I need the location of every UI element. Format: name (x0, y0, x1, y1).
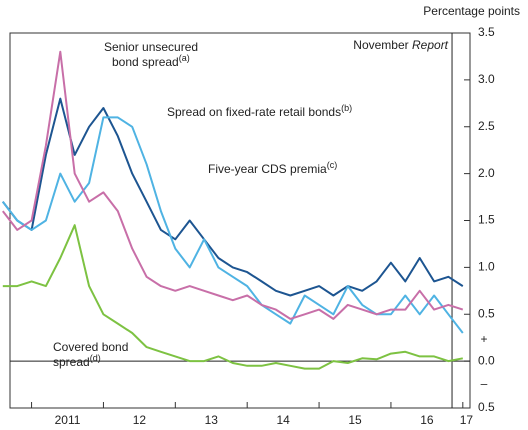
series-label: Five-year CDS premia(c) (208, 160, 337, 176)
y-tick-label: 2.0 (478, 166, 495, 180)
y-tick-label: 0.0 (478, 353, 495, 367)
y-tick-label: 3.0 (478, 72, 495, 86)
series-line (2, 116, 464, 334)
x-tick-label: 14 (276, 413, 290, 427)
sign-label: – (481, 377, 488, 391)
x-tick-label: 2011 (55, 413, 81, 427)
series-label-text: Covered bond (53, 340, 128, 354)
y-tick-label: 3.5 (478, 25, 495, 39)
report-label-text: November (353, 38, 408, 52)
series-label: Senior unsecured (104, 40, 198, 54)
series-label-text: Spread on fixed-rate retail bonds (167, 105, 341, 119)
y-tick-label: 2.5 (478, 119, 495, 133)
y-tick-label: 0.5 (478, 400, 495, 414)
series-footnote: (c) (327, 160, 338, 170)
series-label-text: bond spread (112, 55, 179, 69)
axis-label: Percentage points (423, 4, 520, 18)
x-tick-label: 13 (205, 413, 219, 427)
series-label: Covered bond (53, 340, 128, 354)
series-label-text: spread (53, 355, 90, 369)
series-line (2, 97, 464, 297)
sign-label: + (480, 332, 487, 346)
series-label-text: Five-year CDS premia (208, 162, 327, 176)
series-label: spread(d) (53, 353, 101, 369)
y-tick-label: 0.5 (478, 306, 495, 320)
x-tick-label: 16 (420, 413, 434, 427)
series-footnote: (a) (179, 53, 190, 63)
series-label: Spread on fixed-rate retail bonds(b) (167, 103, 352, 119)
series-footnote: (b) (341, 103, 352, 113)
series-footnote: (d) (90, 353, 101, 363)
x-tick-label: 17 (460, 413, 474, 427)
report-label-italic: Report (412, 38, 449, 52)
y-tick-label: 1.0 (478, 260, 495, 274)
series-line (2, 50, 464, 320)
report-label: November Report (353, 38, 448, 52)
series-line (2, 224, 463, 370)
series-label-text: Senior unsecured (104, 40, 198, 54)
series-label: bond spread(a) (112, 53, 190, 69)
x-tick-label: 15 (348, 413, 362, 427)
y-tick-label: 1.5 (478, 213, 495, 227)
x-tick-label: 12 (133, 413, 147, 427)
